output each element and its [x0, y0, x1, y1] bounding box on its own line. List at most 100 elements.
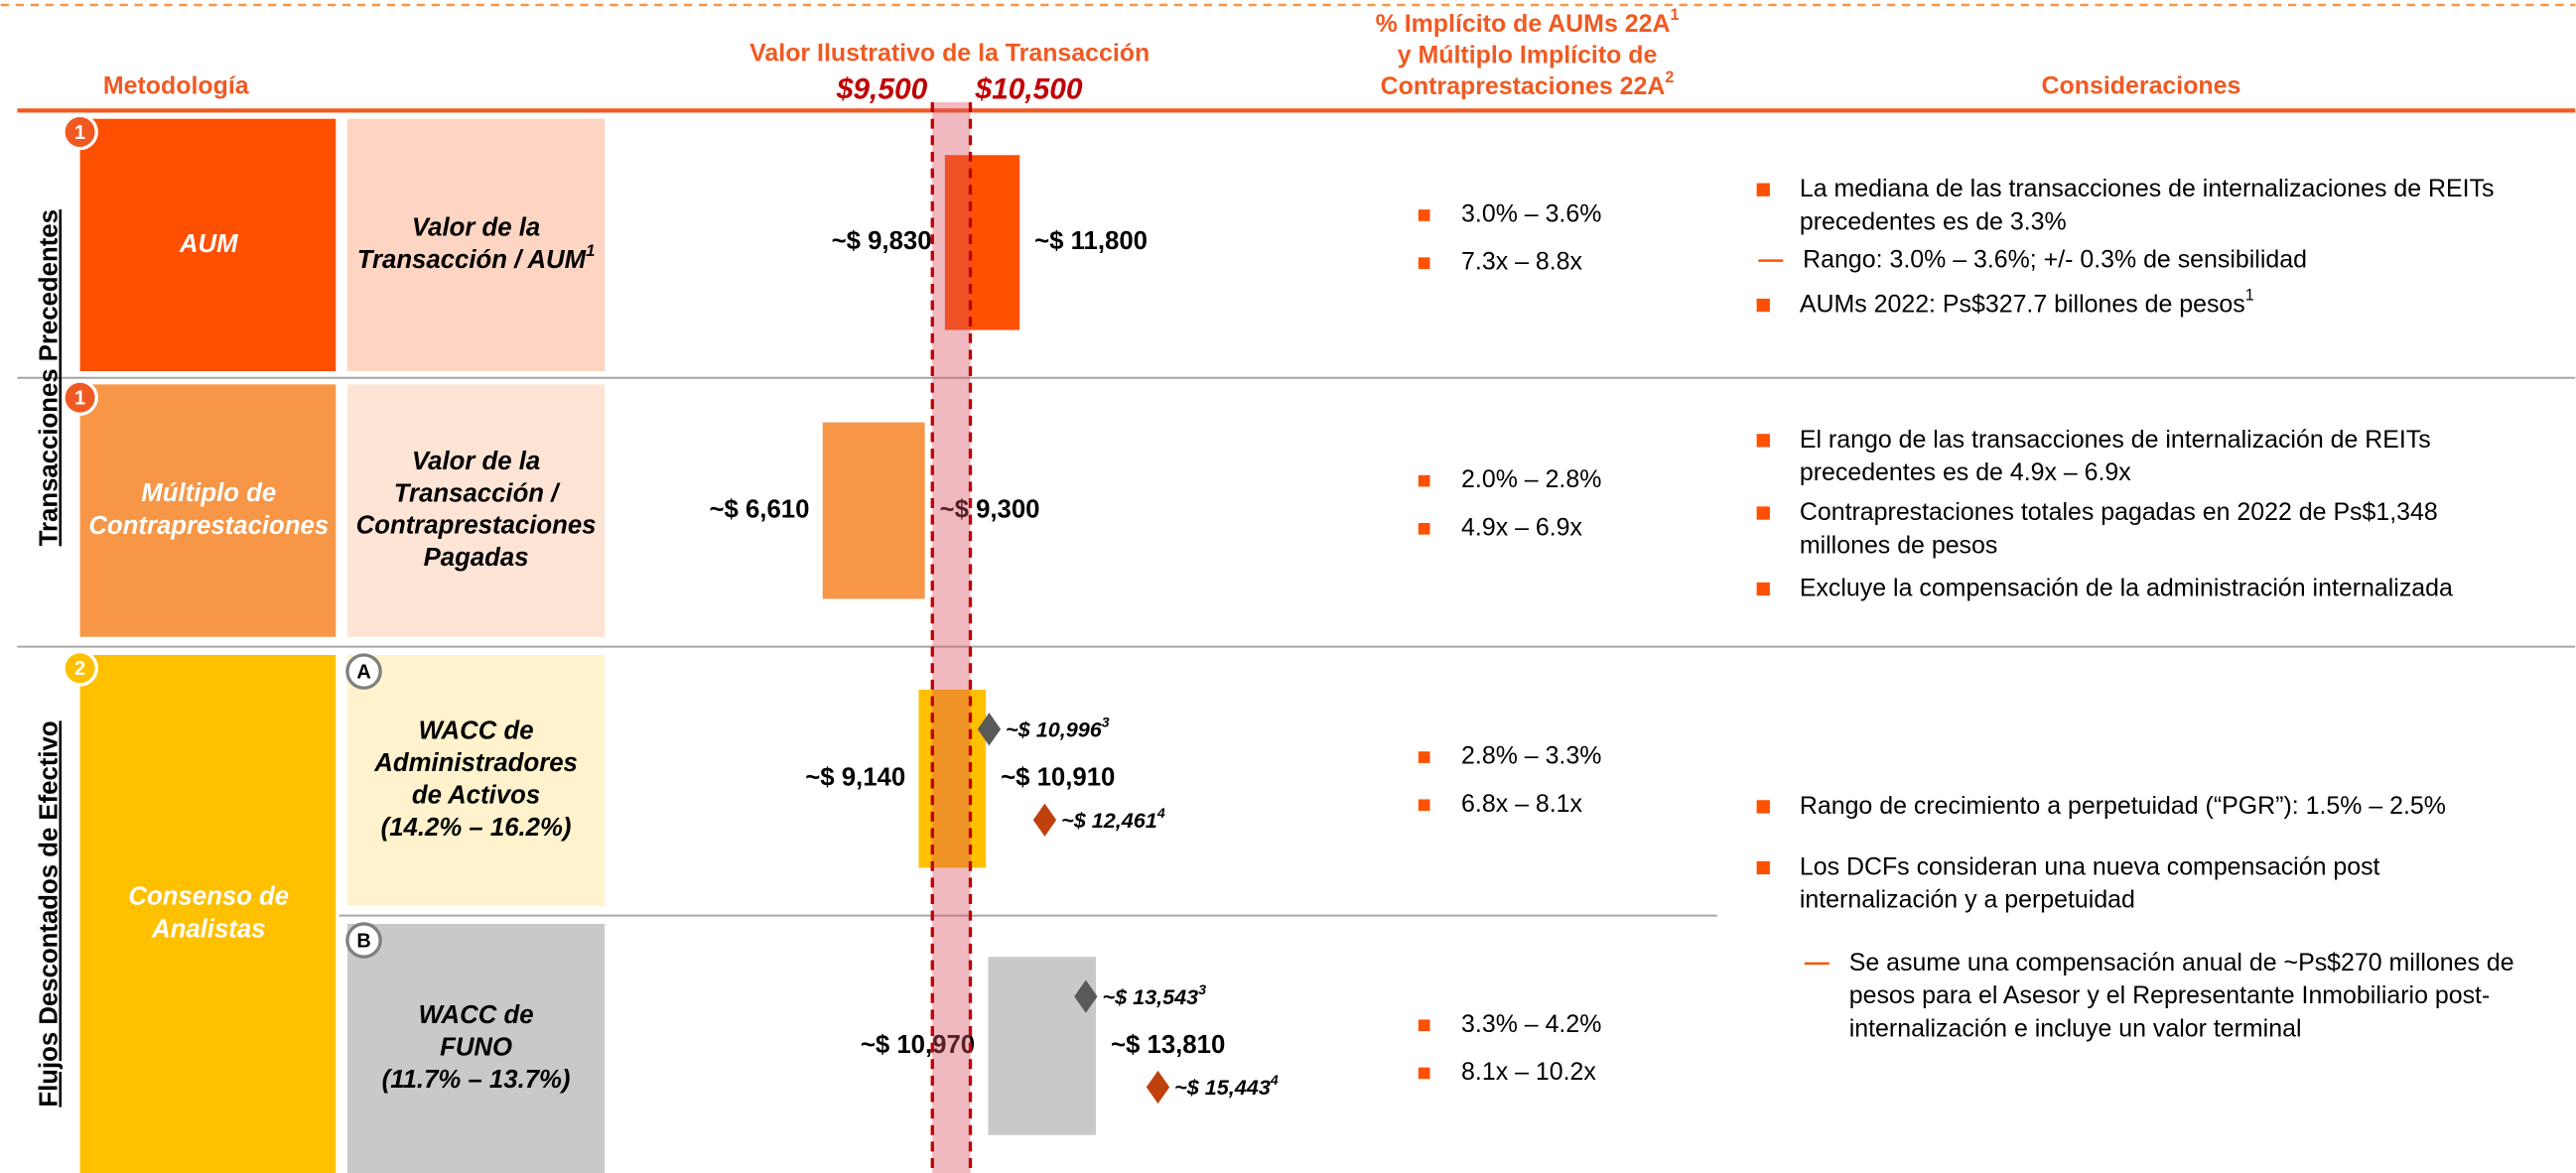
- consideration-text: AUMs 2022: Ps$327.7 billones de pesos1: [1800, 287, 2254, 318]
- metric-label: WACC de: [419, 717, 534, 745]
- text-part: ~$ 12,461: [1061, 808, 1157, 833]
- considerations-header: Consideraciones: [2042, 72, 2241, 100]
- bullet: [1418, 1067, 1430, 1080]
- bullet: [1418, 209, 1430, 221]
- text-part: Rango de crecimiento a perpetuidad (“PGR…: [1800, 792, 2446, 820]
- bullet: [1418, 1019, 1430, 1032]
- implied-range: 6.8x – 8.1x: [1461, 790, 1582, 818]
- text-part: ~$ 15,443: [1174, 1075, 1271, 1100]
- metric-box: [346, 923, 606, 1173]
- text-part: pesos para el Asesor y el Representante …: [1849, 981, 2491, 1009]
- range-bar: [918, 689, 987, 868]
- method-label: Consenso de: [128, 882, 289, 910]
- low-label: ~$ 6,610: [709, 495, 809, 523]
- bullet: [1756, 183, 1770, 196]
- metric-box: [346, 118, 606, 372]
- metric-label: (11.7% – 13.7%): [382, 1066, 571, 1094]
- section-label: Flujos Descontados de Efectivo: [35, 720, 63, 1107]
- implied-range: 2.0% – 2.8%: [1461, 465, 1601, 493]
- superscript: 3: [1102, 714, 1110, 729]
- bullet: [1756, 582, 1770, 596]
- method-label: AUM: [179, 230, 238, 258]
- superscript: 4: [1156, 805, 1165, 821]
- text-part: AUMs 2022: Ps$327.7 billones de pesos: [1800, 290, 2245, 318]
- metric-box: [346, 384, 606, 637]
- text-part: La mediana de las transacciones de inter…: [1800, 175, 2495, 202]
- superscript: 3: [1198, 980, 1206, 996]
- text-part: precedentes es de 3.3%: [1800, 207, 2067, 235]
- text-part: % Implícito de AUMs 22A: [1376, 10, 1671, 38]
- consideration-text: internalización e incluye un valor termi…: [1849, 1014, 2302, 1042]
- bullet: [1756, 506, 1770, 520]
- consideration-text: Contraprestaciones totales pagadas en 20…: [1800, 498, 2438, 526]
- consideration-text: El rango de las transacciones de interna…: [1800, 425, 2431, 453]
- text-part: Contraprestaciones 22A: [1381, 72, 1666, 100]
- marker-label: ~$ 10,9963: [1006, 714, 1110, 741]
- text-part: Valor de la: [412, 448, 540, 475]
- text-part: Excluye la compensación de la administra…: [1800, 574, 2453, 601]
- text-part: Pagadas: [424, 544, 529, 572]
- text-part: millones de pesos: [1800, 531, 1998, 559]
- metric-label: Valor de la: [412, 213, 540, 241]
- low-label: ~$ 9,140: [805, 763, 905, 791]
- implied-header: Contraprestaciones 22A2: [1381, 68, 1675, 99]
- superscript: 2: [1665, 68, 1674, 86]
- text-part: internalización e incluye un valor termi…: [1849, 1014, 2302, 1042]
- text-part: Transacción / AUM: [357, 246, 587, 274]
- bullet: [1418, 799, 1430, 812]
- reference-label: $9,500: [836, 72, 928, 105]
- method-label: Contraprestaciones: [88, 512, 329, 540]
- method-label: Analistas: [151, 915, 266, 943]
- consideration-text: Rango: 3.0% – 3.6%; +/- 0.3% de sensibil…: [1803, 245, 2307, 273]
- text-part: Administradores: [373, 749, 578, 777]
- methodology-header: Metodología: [103, 72, 250, 100]
- text-part: (11.7% – 13.7%): [382, 1066, 571, 1094]
- text-part: de Activos: [412, 781, 540, 809]
- low-label: ~$ 10,970: [861, 1031, 975, 1059]
- metric-label: Pagadas: [424, 544, 529, 572]
- high-label: ~$ 10,910: [1001, 763, 1115, 791]
- marker-label: ~$ 13,5433: [1102, 980, 1206, 1008]
- text-part: Transacción /: [394, 479, 561, 507]
- text-part: Rango: 3.0% – 3.6%; +/- 0.3% de sensibil…: [1803, 245, 2307, 273]
- metric-label: Transacción /: [394, 479, 561, 507]
- marker-label: ~$ 12,4614: [1061, 805, 1165, 833]
- text-part: Los DCFs consideran una nueva compensaci…: [1800, 852, 2380, 880]
- implied-range: 7.3x – 8.8x: [1461, 248, 1582, 276]
- metric-label: Valor de la: [412, 448, 540, 475]
- badge-label: B: [356, 931, 370, 953]
- value-header: Valor Ilustrativo de la Transacción: [749, 39, 1150, 66]
- text-part: FUNO: [440, 1033, 512, 1061]
- reference-band: [932, 102, 971, 1173]
- range-bar: [944, 155, 1020, 330]
- text-part: WACC de: [419, 717, 534, 745]
- badge: [345, 653, 382, 690]
- badge-label: 2: [74, 658, 85, 680]
- marker: [1074, 979, 1098, 1013]
- text-part: (14.2% – 16.2%): [381, 814, 572, 842]
- marker-label: ~$ 15,4434: [1174, 1072, 1279, 1100]
- implied-range: 4.9x – 6.9x: [1461, 513, 1582, 541]
- metric-label: (14.2% – 16.2%): [381, 814, 572, 842]
- high-label: ~$ 11,800: [1034, 227, 1148, 255]
- bullet: [1418, 474, 1430, 487]
- text-part: Analistas: [151, 915, 266, 943]
- implied-range: 3.0% – 3.6%: [1461, 200, 1601, 228]
- text-part: Contraprestaciones: [356, 512, 597, 540]
- badge: [62, 113, 98, 151]
- consideration-text: Se asume una compensación anual de ~Ps$2…: [1849, 948, 2514, 976]
- implied-range: 2.8% – 3.3%: [1461, 742, 1601, 770]
- metric-label: Contraprestaciones: [356, 512, 597, 540]
- superscript: 4: [1270, 1072, 1279, 1088]
- superscript: 1: [2245, 287, 2254, 305]
- consideration-text: Excluye la compensación de la administra…: [1800, 574, 2453, 601]
- text-part: Consenso de: [128, 882, 289, 910]
- marker: [1146, 1070, 1170, 1105]
- bullet: [1756, 434, 1770, 448]
- text-part: ~$ 10,996: [1006, 717, 1103, 741]
- metric-label: Transacción / AUM1: [357, 241, 596, 274]
- metric-label: FUNO: [440, 1033, 512, 1061]
- text-part: WACC de: [419, 1001, 534, 1029]
- superscript: 1: [586, 241, 595, 260]
